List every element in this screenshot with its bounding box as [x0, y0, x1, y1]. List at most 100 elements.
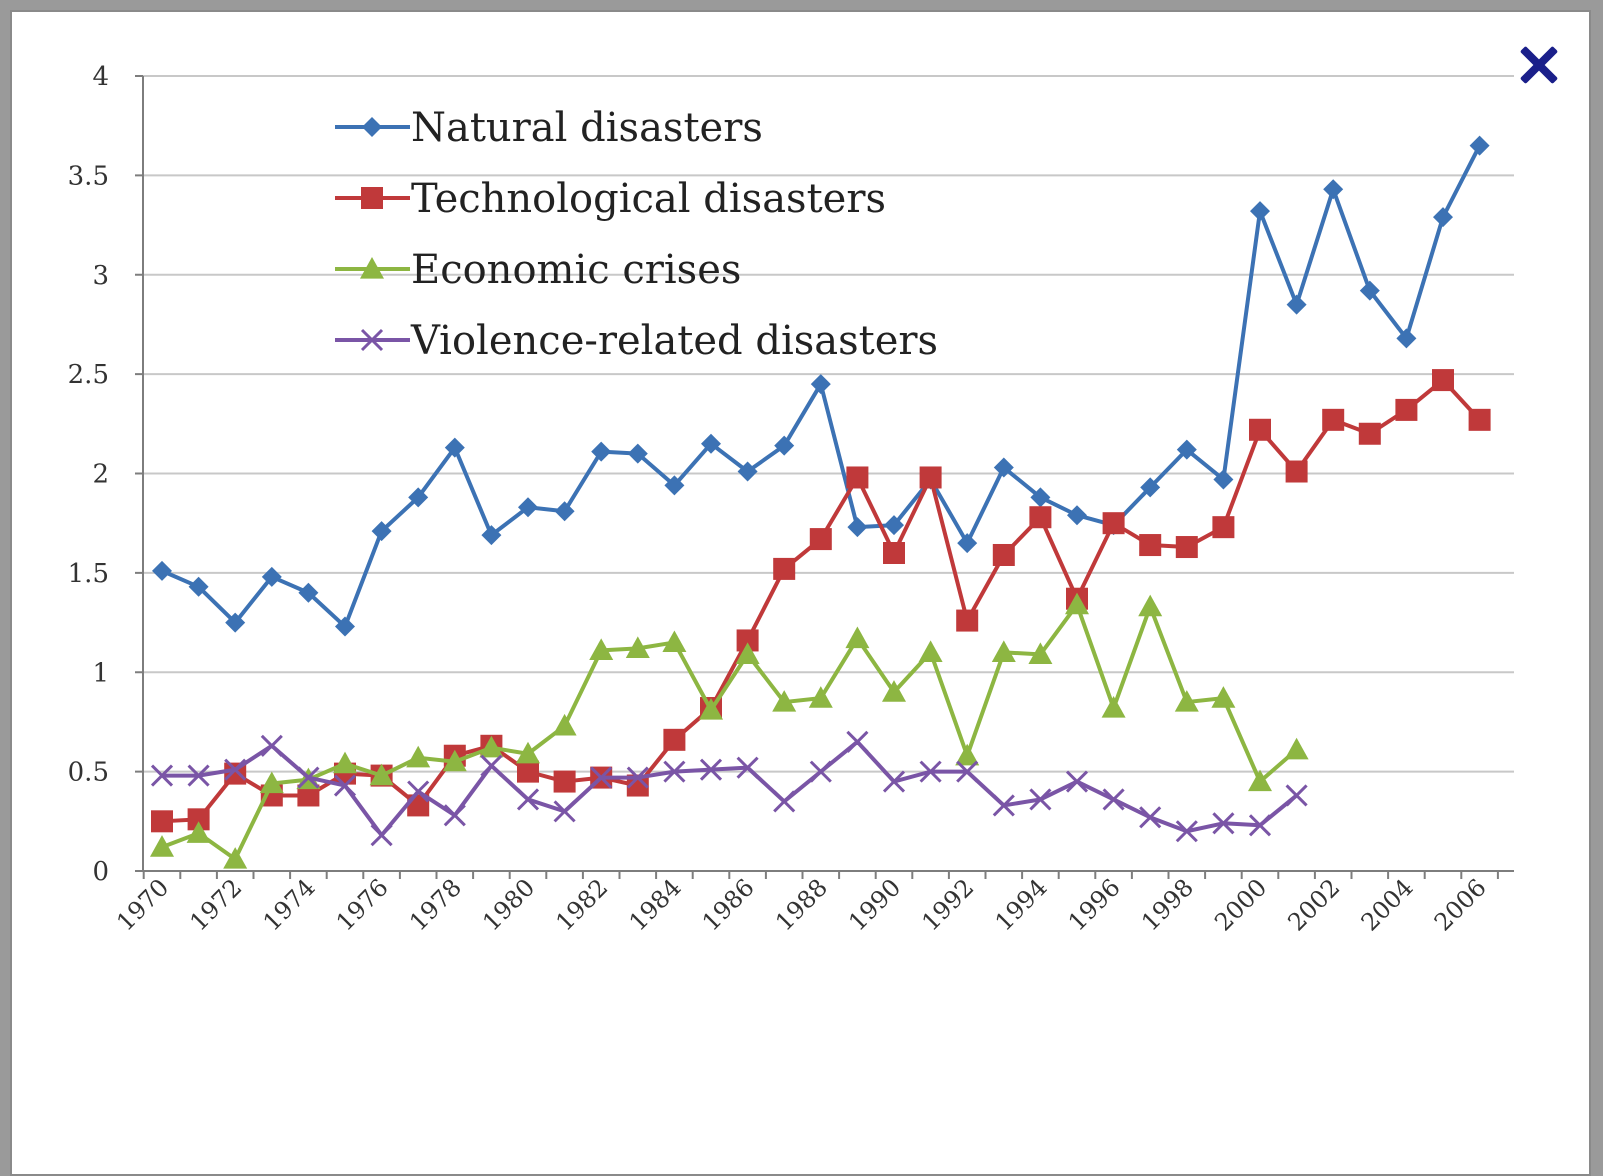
marker-stroke — [370, 824, 393, 847]
data-point — [809, 760, 832, 783]
data-point — [186, 821, 211, 843]
data-point — [772, 690, 797, 712]
data-point — [552, 713, 577, 736]
data-point — [261, 566, 282, 587]
data-point — [1286, 294, 1307, 315]
x-tick-label: 1994 — [990, 873, 1053, 936]
marker-stroke — [956, 760, 979, 783]
data-point — [333, 774, 357, 797]
y-tick-label: 4 — [92, 62, 109, 92]
data-point — [481, 525, 502, 546]
data-point — [1323, 179, 1344, 200]
marker-stroke — [736, 756, 759, 779]
data-point — [591, 441, 612, 462]
marker-stroke — [1139, 806, 1162, 829]
marker-stroke — [663, 760, 686, 783]
data-point — [1065, 592, 1089, 615]
data-point — [1139, 806, 1162, 829]
marker-stroke — [699, 758, 723, 781]
data-point — [1138, 594, 1163, 617]
data-point — [992, 543, 1015, 566]
marker-stroke — [626, 766, 649, 789]
data-point — [407, 780, 430, 803]
data-point — [369, 763, 394, 786]
data-point — [406, 745, 431, 768]
data-point — [553, 770, 576, 793]
data-point — [1469, 135, 1490, 156]
marker-stroke — [333, 774, 357, 797]
data-point — [225, 612, 246, 633]
x-tick-label: 1990 — [843, 873, 906, 936]
data-point — [1432, 369, 1454, 392]
data-point — [773, 790, 796, 813]
data-point — [918, 640, 943, 662]
legend-item: Natural disasters — [335, 105, 763, 151]
data-point — [443, 804, 466, 827]
data-point — [1396, 328, 1417, 349]
data-point — [737, 461, 758, 482]
data-point — [1212, 812, 1235, 835]
data-point — [1285, 784, 1308, 807]
marker-stroke — [1102, 788, 1125, 811]
legend: Natural disasters Technological disasters… — [335, 105, 938, 364]
data-point — [1212, 516, 1235, 539]
data-point — [297, 766, 320, 789]
data-point — [1176, 439, 1197, 460]
data-point — [1213, 469, 1234, 490]
data-point — [882, 770, 906, 793]
data-point — [1175, 536, 1198, 559]
close-icon[interactable] — [1514, 40, 1564, 90]
series-0 — [152, 135, 1490, 637]
marker-stroke — [443, 804, 466, 827]
data-point — [626, 766, 649, 789]
data-point — [479, 735, 504, 758]
marker-stroke — [1212, 812, 1235, 835]
y-tick-label: 0.5 — [68, 758, 109, 788]
data-point — [444, 437, 465, 458]
data-point — [625, 636, 650, 658]
x-tick-label: 1970 — [111, 873, 174, 936]
data-point — [1102, 788, 1125, 811]
marker-stroke — [297, 766, 320, 789]
series-line — [161, 602, 1298, 862]
data-point — [774, 435, 795, 456]
data-point — [736, 629, 759, 652]
marker-stroke — [1029, 788, 1052, 811]
x-tick-label: 1996 — [1063, 873, 1126, 936]
x-tick-label: 1998 — [1136, 873, 1199, 936]
data-point — [957, 533, 978, 554]
x-tick-label: 1978 — [404, 873, 467, 936]
legend-swatch-marker — [361, 187, 383, 209]
data-point — [259, 771, 284, 794]
y-tick-label: 3.5 — [68, 161, 109, 191]
legend-label: Violence-related disasters — [410, 318, 938, 364]
data-point — [663, 760, 686, 783]
x-tick-label: 2002 — [1282, 873, 1345, 936]
series-line — [161, 378, 1482, 824]
data-point — [627, 443, 648, 464]
marker-stroke — [1065, 770, 1089, 793]
data-point — [664, 475, 685, 496]
data-point — [1175, 820, 1198, 843]
data-point — [1140, 477, 1161, 498]
y-tick-label: 0 — [92, 857, 109, 887]
marker-stroke — [773, 790, 796, 813]
data-point — [480, 754, 503, 777]
data-point — [1211, 686, 1236, 708]
data-point — [553, 800, 576, 823]
data-point — [260, 734, 283, 757]
data-point — [589, 638, 614, 660]
data-point — [224, 758, 247, 781]
data-point — [846, 730, 869, 753]
data-point — [518, 497, 538, 518]
marker-stroke — [809, 760, 832, 783]
data-point — [516, 788, 540, 811]
data-point — [335, 616, 355, 637]
data-point — [371, 521, 392, 542]
marker-stroke — [1248, 814, 1272, 837]
marker-stroke — [224, 758, 247, 781]
x-tick-label: 2006 — [1429, 873, 1492, 936]
data-point — [773, 557, 796, 580]
x-tick-labels: 1970 1972 1974 1976 1978 1980 1982 1984 1986 1988… — [111, 873, 1492, 936]
